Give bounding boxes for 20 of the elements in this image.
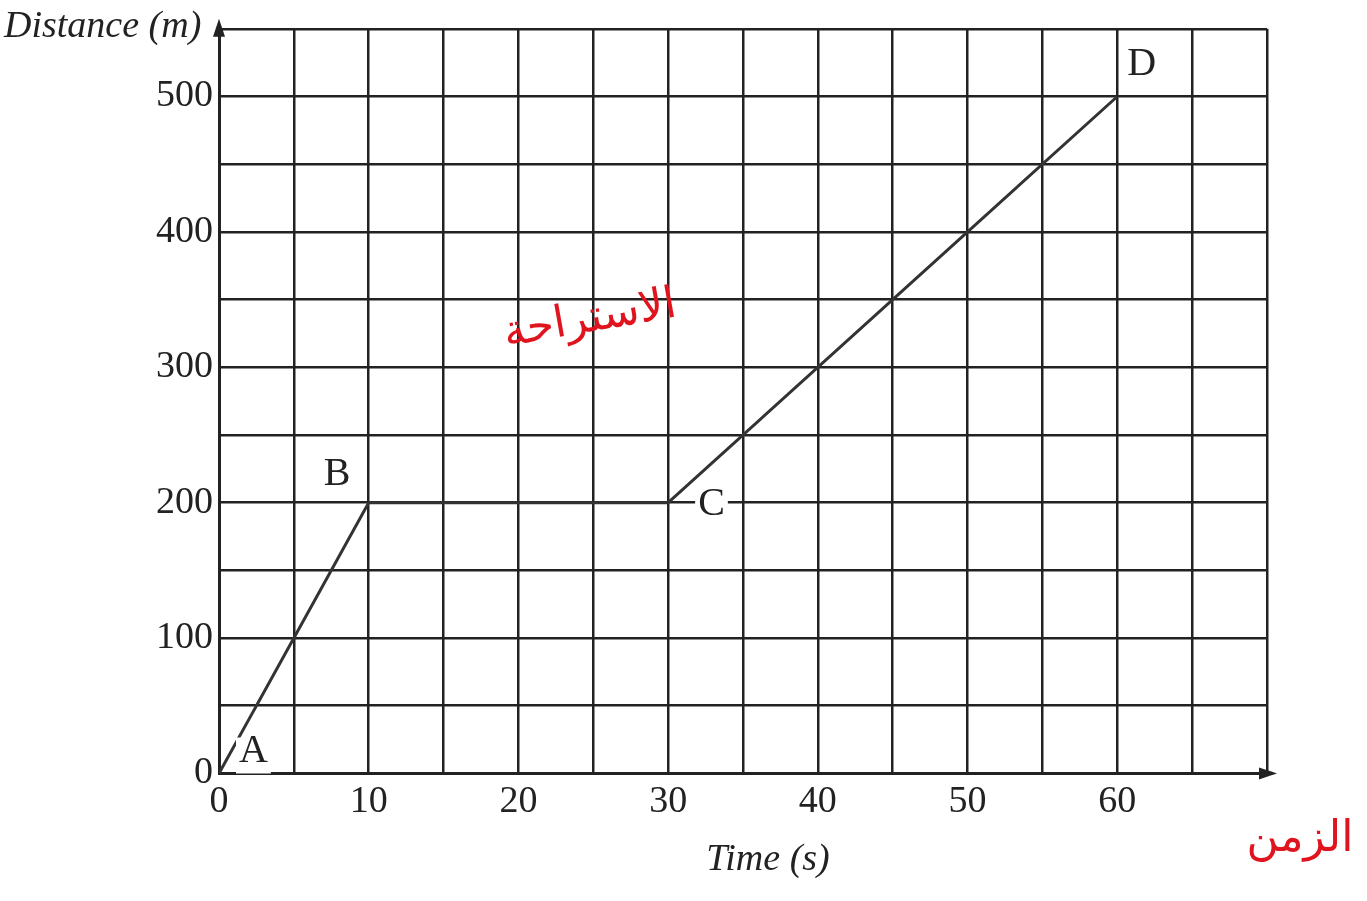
y-tick-label: 200 xyxy=(156,478,213,521)
x-tick-label: 30 xyxy=(649,778,688,821)
annotation: B xyxy=(323,449,351,495)
x-tick-label: 10 xyxy=(349,778,388,821)
annotation: A xyxy=(239,725,268,771)
x-tick-label: 50 xyxy=(948,778,987,821)
x-tick-label: 20 xyxy=(499,778,538,821)
y-tick-label: 0 xyxy=(194,749,213,792)
y-axis-title: Distance (m) xyxy=(3,2,202,46)
annotation: C xyxy=(698,479,725,525)
x-tick-label: 60 xyxy=(1098,778,1137,821)
y-tick-label: 500 xyxy=(156,72,213,115)
x-axis-title: Time (s) xyxy=(706,836,830,880)
x-tick-label: 40 xyxy=(798,778,837,821)
y-tick-label: 100 xyxy=(156,614,213,656)
y-tick-label: 300 xyxy=(156,343,213,386)
text: الزمن xyxy=(1246,810,1354,863)
annotation: D xyxy=(1127,38,1157,84)
y-tick-label: 400 xyxy=(156,207,213,250)
annotation: الاستراحة xyxy=(498,275,680,358)
